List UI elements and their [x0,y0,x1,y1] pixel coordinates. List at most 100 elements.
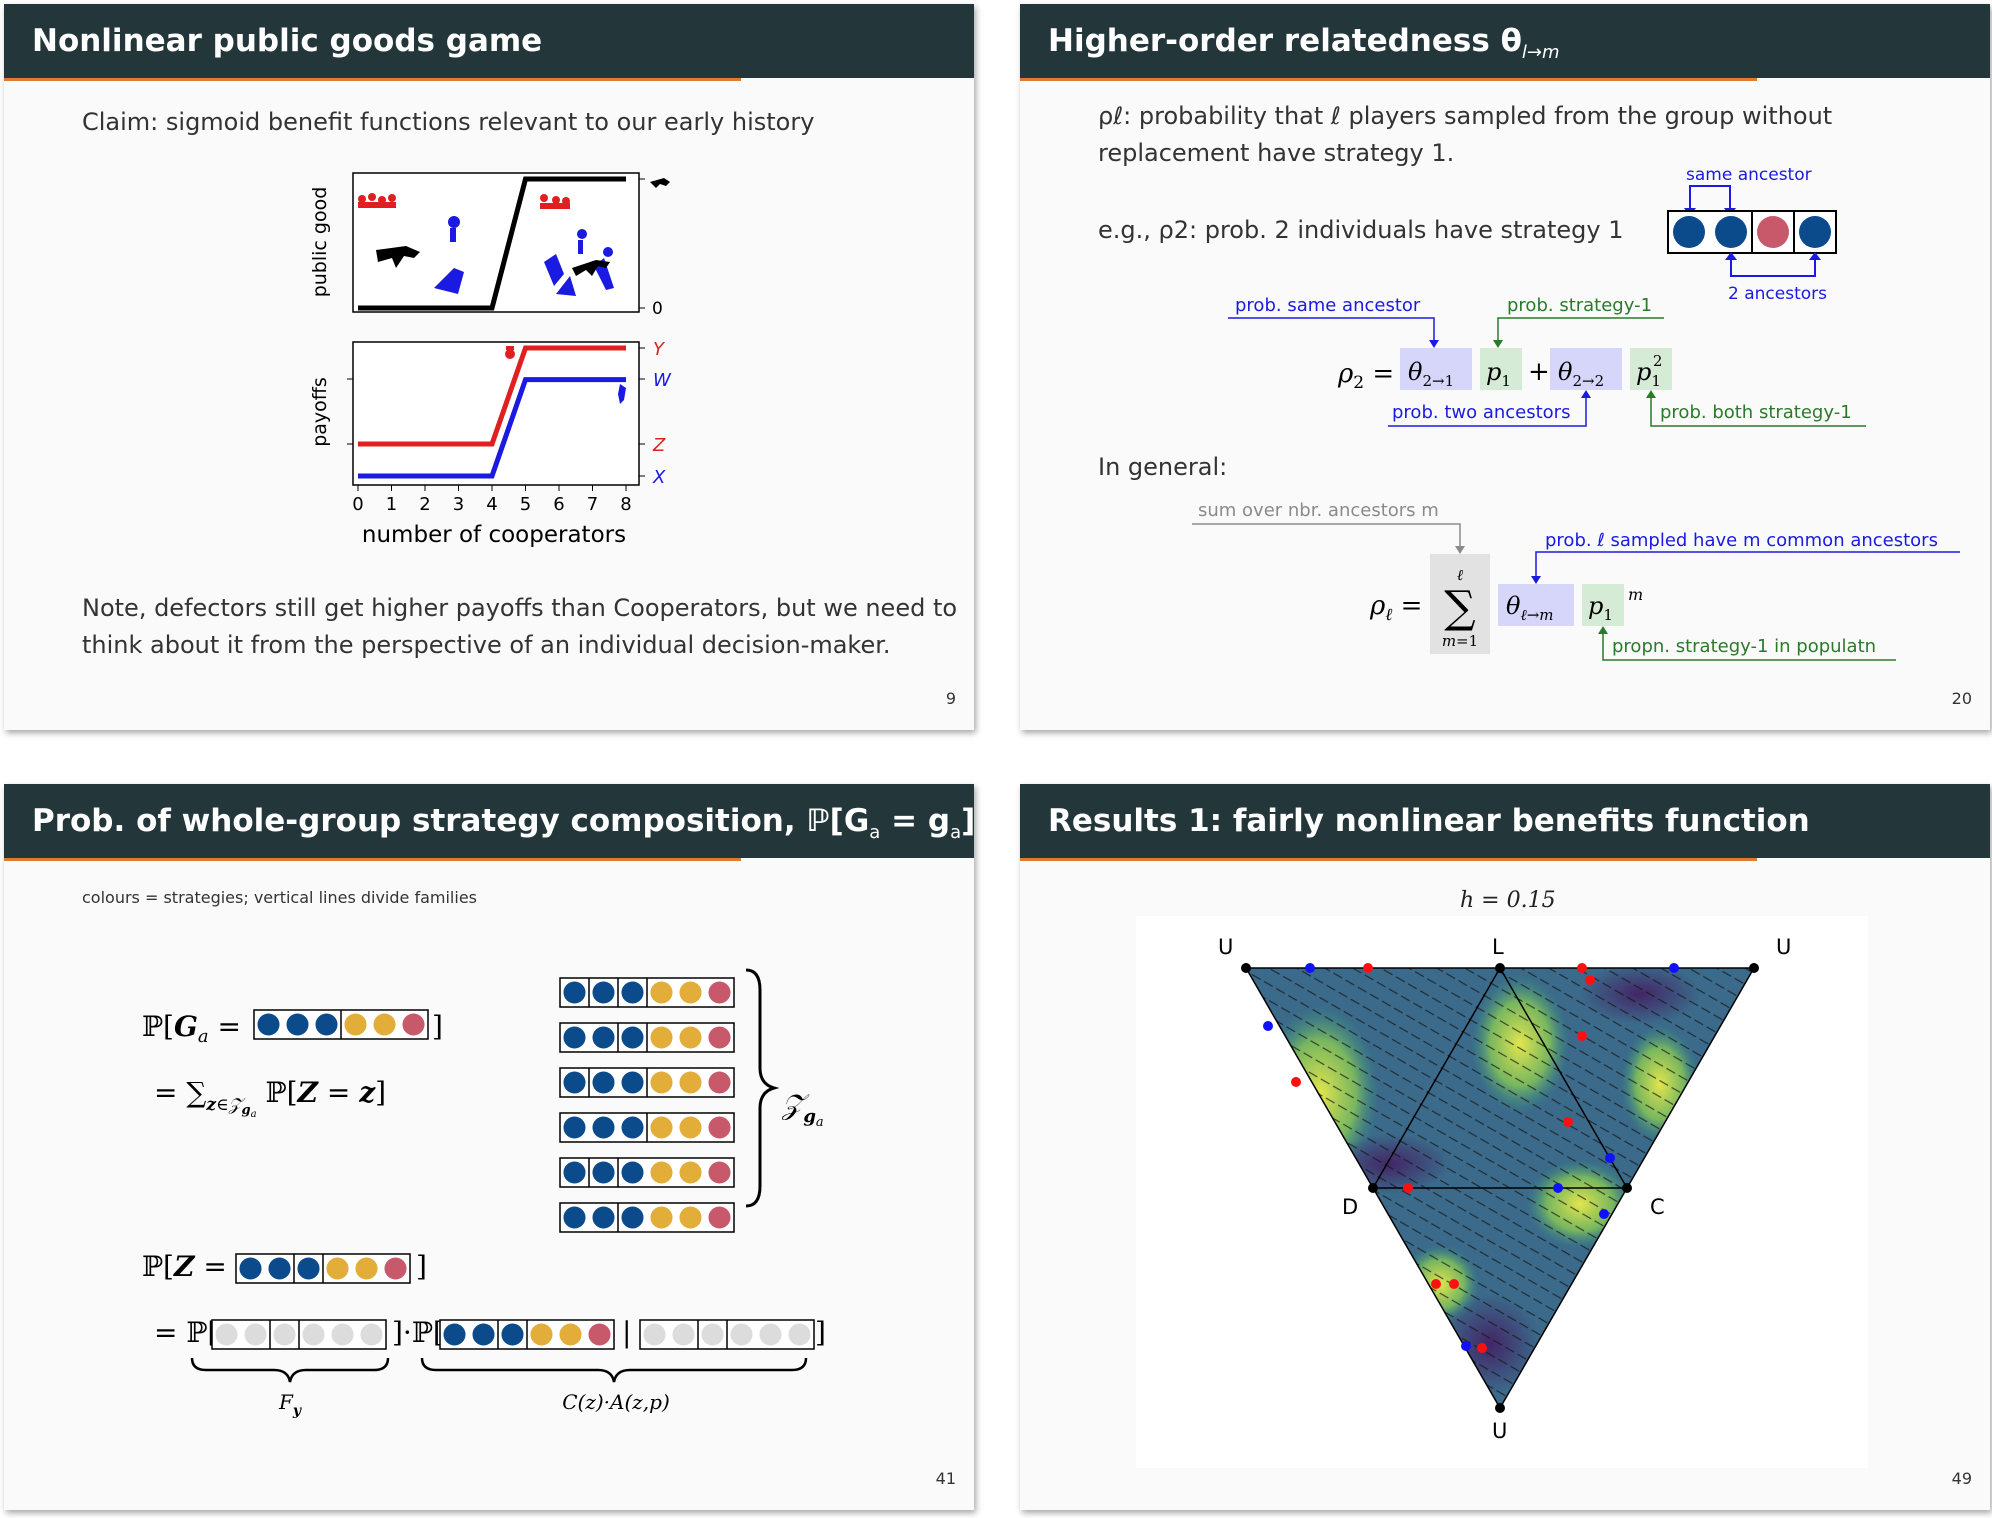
svg-text:+: + [1528,357,1550,387]
two-ancestors-bracket [1730,256,1816,277]
ann-sum-over: sum over nbr. ancestors m [1198,500,1439,521]
strategy-dot [1799,216,1831,248]
strategy-dot [679,1116,702,1139]
strategy-dot [302,1323,325,1346]
header-accent-bar [4,858,742,861]
relatedness-diagram: same ancestor 2 ancestors prob. same anc… [1098,165,1960,661]
simplex-plot: U L U D C U [1136,916,1868,1468]
strategy-dot [257,1013,280,1036]
bottom-right-ticks [639,347,645,477]
slide-header: Results 1: fairly nonlinear benefits fun… [1020,784,1990,861]
page-number: 49 [1951,1469,1972,1488]
caption: colours = strategies; vertical lines div… [82,888,477,907]
strategy-dot [244,1323,267,1346]
payoff-label-y: Y [653,339,666,360]
note-line-2: think about it from the perspective of a… [82,631,891,659]
strategy-dot [215,1323,238,1346]
page-number: 41 [935,1469,956,1488]
strategy-dot [708,1161,731,1184]
strategy-dot [268,1257,291,1280]
bottom-plot-ylabel: payoffs [309,377,331,447]
strategy-dot [592,1206,615,1229]
svg-text:m=1: m=1 [1442,632,1478,650]
brace-Fy [190,1357,390,1383]
composition-row [559,1157,735,1188]
strategy-dot [501,1323,524,1346]
strategy-dot [286,1013,309,1036]
strategy-dot [621,1206,644,1229]
strategy-dot [326,1257,349,1280]
same-ancestor-bracket [1689,185,1731,210]
strategy-dot [472,1323,495,1346]
strategy-dot [788,1323,811,1346]
svg-text:]·ℙ[: ]·ℙ[ [392,1316,444,1349]
inner-triangle [1371,966,1629,1189]
ann-two-ancestors: prob. two ancestors [1392,402,1570,423]
strategy-dot [708,1116,731,1139]
strategy-dot [563,1071,586,1094]
ann-same-ancestor: prob. same ancestor [1235,295,1421,316]
svg-text:]: ] [416,1250,427,1283]
strategy-dot [1757,216,1789,248]
strategy-dot [443,1323,466,1346]
rho2-lhs: ρ2 = [1337,359,1394,393]
x-tick-label: 3 [453,494,464,515]
strategy-dot [563,981,586,1004]
ann-both-strategy-1: prob. both strategy-1 [1660,402,1852,423]
strategy-dot [679,1071,702,1094]
strategy-dot [621,1071,644,1094]
set-Z-label: 𝒵ga [781,1088,824,1130]
strategy-dot [297,1257,320,1280]
composition-row [559,1067,735,1098]
cave-figures-black [376,178,670,276]
slide-title: Results 1: fairly nonlinear benefits fun… [1048,803,1810,839]
public-goods-chart: public good 0 payoffs [309,172,672,548]
strategy-dot [650,1161,673,1184]
strategy-dot [650,1026,673,1049]
slide-title: Nonlinear public goods game [32,23,543,59]
strategy-dot [679,981,702,1004]
ann-sampled-ancestors: prob. ℓ sampled have m common ancestors [1545,530,1938,551]
strategy-dot [239,1257,262,1280]
definition-line-2: replacement have strategy 1. [1098,139,1455,167]
definition-line-1: ρℓ: probability that ℓ players sampled f… [1098,102,1833,130]
theta-21-box [1400,348,1472,390]
header-accent-bar [1020,858,1758,861]
h-label: h = 0.15 [1460,888,1556,913]
payoff-label-x: X [652,467,666,488]
strategy-dot [621,981,644,1004]
strategy-dot [650,1071,673,1094]
strategy-dot [563,1116,586,1139]
vertex-label: U [1492,1419,1507,1443]
x-ticks: 0 1 2 3 4 5 6 7 8 [352,485,632,515]
claim-text: Claim: sigmoid benefit functions relevan… [82,108,815,136]
svg-text:∑: ∑ [1444,582,1475,633]
strategy-dot [621,1161,644,1184]
bottom-left-ticks [347,378,353,445]
rho-l-lhs: ρℓ = [1369,591,1422,625]
strategy-dot [650,1206,673,1229]
strategy-dot [679,1026,702,1049]
header-accent-bar [1020,78,1758,81]
p1-squared-box [1630,348,1672,390]
strategy-dot [592,1026,615,1049]
x-tick-label: 4 [486,494,497,515]
brace-CA [420,1357,808,1383]
top-plot-ylabel: public good [309,187,331,298]
slide-group-composition: Prob. of whole-group strategy compositio… [4,784,974,1510]
same-ancestor-label: same ancestor [1686,165,1812,185]
strategy-dot [672,1323,695,1346]
composition-row [559,977,735,1008]
svg-text:]: ] [815,1316,826,1349]
slide-header: Higher-order relatedness θl→m [1020,4,1990,81]
strategy-dot [1715,216,1747,248]
payoff-label-w: W [653,370,672,391]
vertex-label: U [1218,935,1233,959]
composition-diagram: ℙ[Ga = ] = ∑z∈𝒵ga ℙ[Z = z] ℙ[Z = ] = ℙ[ … [142,968,826,1419]
strategy-dot [592,1161,615,1184]
strategy-dot [730,1323,753,1346]
family-row-strategy [439,1319,615,1350]
vertices [1241,963,1759,1413]
strategy-dot [384,1257,407,1280]
strategy-dot [701,1323,724,1346]
